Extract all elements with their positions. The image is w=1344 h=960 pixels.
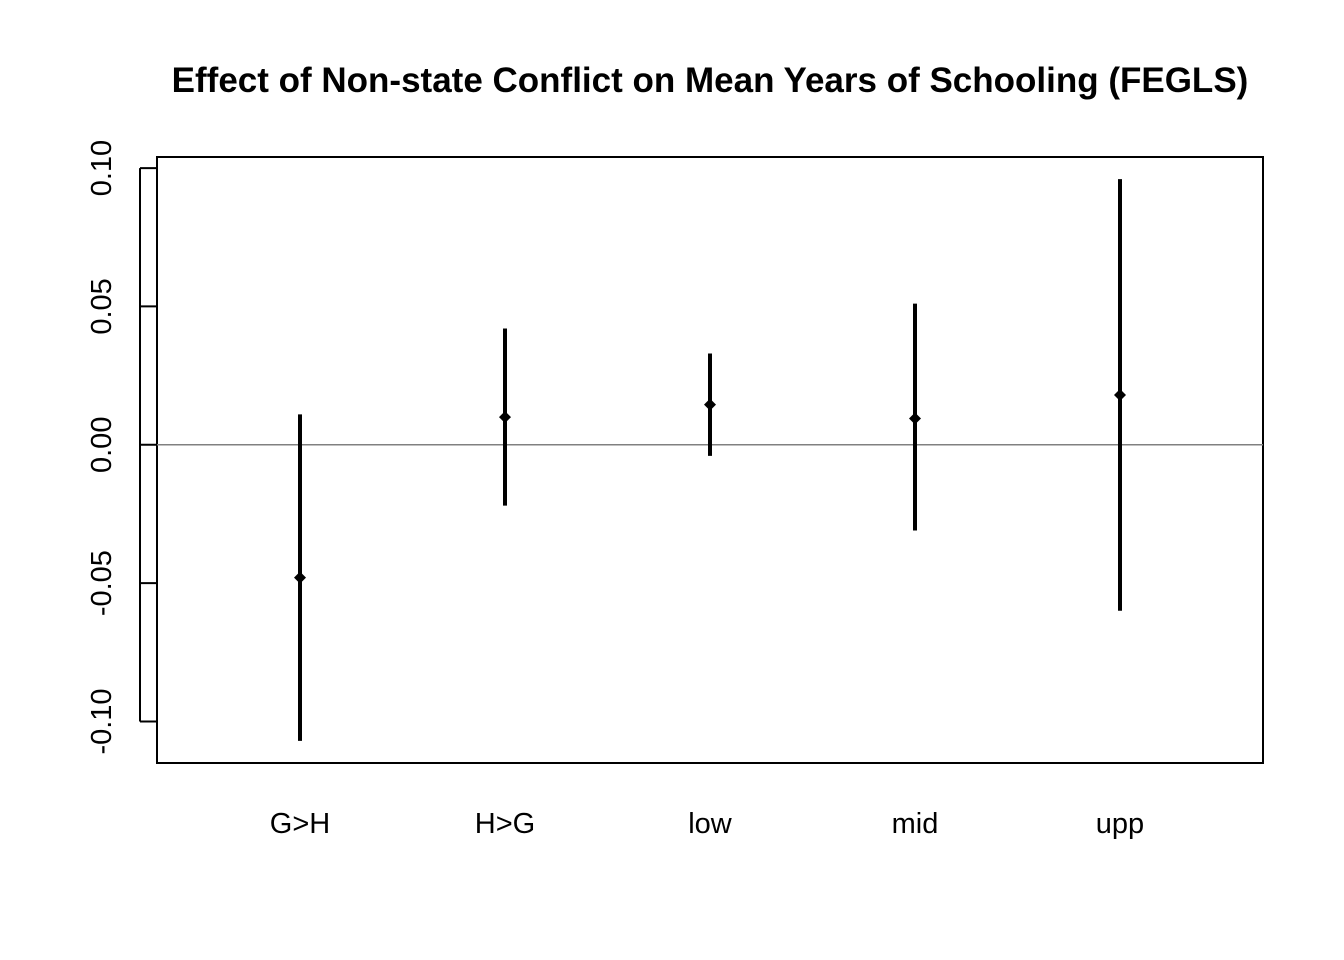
plot-frame — [156, 156, 1264, 764]
y-tick-label: -0.05 — [86, 550, 118, 616]
chart-title: Effect of Non-state Conflict on Mean Yea… — [172, 61, 1249, 100]
x-category-label: upp — [1096, 808, 1144, 840]
error-bars-layer — [294, 179, 1126, 741]
x-category-label: G>H — [270, 808, 330, 840]
x-axis-labels: G>H H>G low mid upp — [270, 808, 1144, 840]
x-category-label: mid — [892, 808, 939, 840]
y-tick-label: 0.10 — [86, 140, 118, 196]
y-tick-label: 0.05 — [86, 278, 118, 334]
x-category-label: H>G — [475, 808, 535, 840]
point-estimate-marker — [1114, 388, 1126, 401]
x-category-label: low — [688, 808, 733, 840]
y-axis: -0.10 -0.05 0.00 0.05 0.10 — [86, 140, 157, 755]
point-estimate-marker — [704, 398, 716, 411]
point-estimate-marker — [909, 412, 921, 425]
y-tick-label: -0.10 — [86, 688, 118, 754]
y-tick-label: 0.00 — [86, 417, 118, 473]
point-estimate-marker — [294, 571, 306, 584]
point-estimate-marker — [499, 411, 511, 424]
